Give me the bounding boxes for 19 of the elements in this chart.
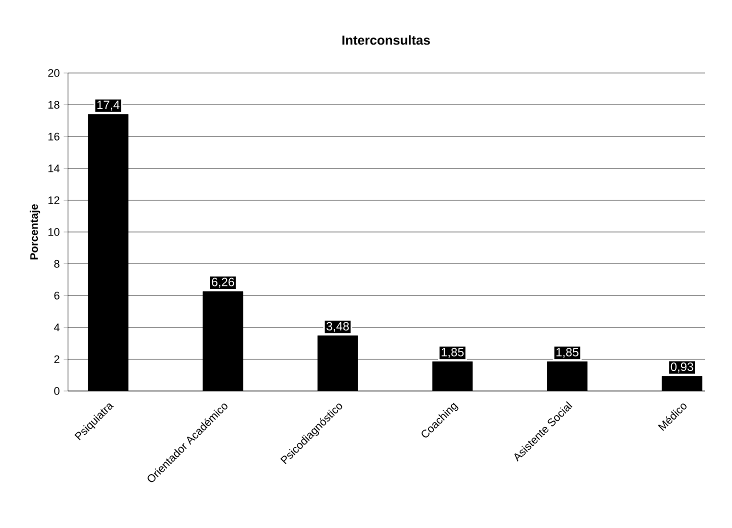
- y-tick-label: 16: [48, 132, 60, 140]
- y-tick-label: 8: [54, 260, 60, 268]
- y-tick-label: 4: [54, 324, 60, 332]
- y-tick-label: 10: [48, 228, 60, 236]
- y-tick-label: 6: [54, 292, 60, 300]
- y-tick-label: 2: [54, 355, 60, 364]
- y-tick-label: 20: [48, 69, 60, 77]
- y-axis-title: Porcentaje: [30, 204, 40, 260]
- data-label: 1,85: [556, 348, 578, 358]
- data-label: 17,4: [97, 100, 120, 111]
- data-label: 6,26: [212, 278, 234, 288]
- y-tick-label: 0: [54, 387, 60, 395]
- y-tick-label: 14: [48, 164, 60, 172]
- chart-title: Interconsultas: [342, 35, 430, 45]
- y-tick-label: 18: [48, 100, 60, 109]
- data-label: 0,93: [670, 362, 694, 372]
- data-label: 3,48: [326, 322, 349, 332]
- y-tick-label: 12: [48, 196, 60, 204]
- data-label: 1,85: [442, 348, 464, 358]
